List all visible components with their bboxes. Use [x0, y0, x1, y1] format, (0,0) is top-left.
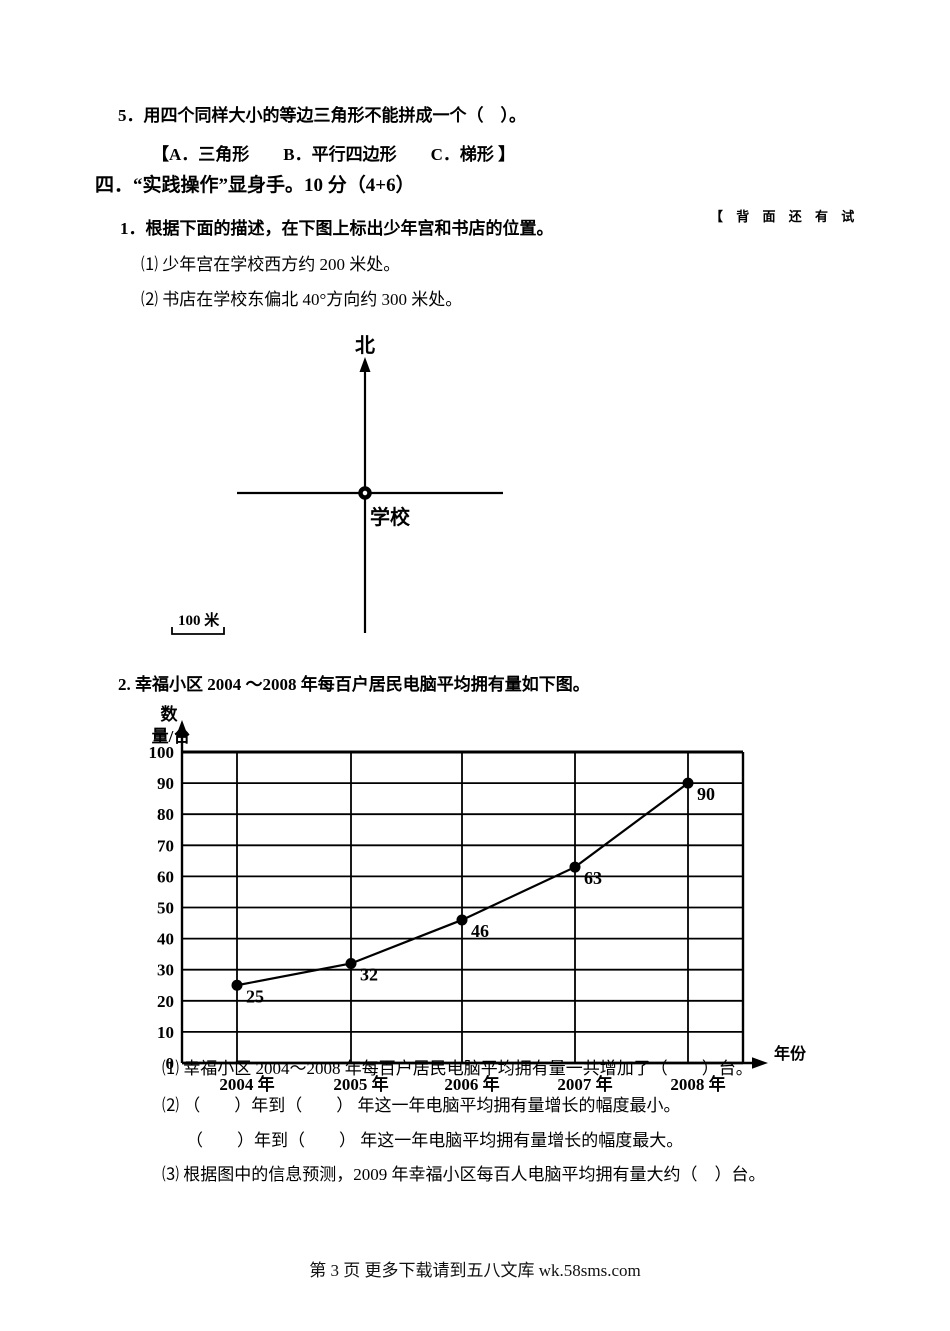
question-2-sub2b: （ ）年到（ ） 年这一年电脑平均拥有量增长的幅度最大。 [186, 1131, 684, 1150]
x-axis-arrow-icon [752, 1057, 768, 1069]
y-tick-label: 30 [157, 961, 174, 980]
x-axis-title: 年份 [774, 1044, 807, 1063]
question-2-sub1: ⑴ 幸福小区 2004～2008 年每百户居民电脑平均拥有量一共增加了（ ）台。 [162, 1059, 753, 1078]
y-axis-title-line2: 量/台 [152, 726, 191, 746]
y-tick-label: 50 [157, 899, 174, 918]
y-tick-label: 0 [166, 1054, 175, 1073]
question-2-text: 2. 幸福小区 2004 ～2008 年每百户居民电脑平均拥有量如下图。 [118, 675, 590, 694]
chart-series: 25 32 46 63 90 [231, 777, 715, 1006]
data-point [456, 914, 468, 926]
question-2-sub2: ⑵ （ ）年到（ ） 年这一年电脑平均拥有量增长的幅度最小。 [162, 1096, 681, 1115]
x-tick-label: 2006 年 [444, 1074, 499, 1094]
question-1-sub2: ⑵ 书店在学校东偏北 40°方向约 300 米处。 [141, 290, 463, 309]
scale-bar [171, 627, 225, 635]
y-tick-label: 60 [157, 867, 174, 886]
y-tick-label: 20 [157, 992, 174, 1011]
x-tick-label: 2004 年 [219, 1074, 274, 1094]
data-point-label: 63 [584, 868, 602, 888]
data-point [345, 957, 357, 969]
data-point-label: 90 [697, 784, 715, 804]
y-tick-label: 40 [157, 930, 174, 949]
y-axis-arrow-icon [176, 720, 188, 736]
section-4-heading: 四．“实践操作”显身手。10 分（4+6） [95, 175, 415, 196]
x-tick-label: 2007 年 [557, 1074, 612, 1094]
question-5-options: 【A．三角形 B．平行四边形 C．梯形 】 [152, 145, 516, 164]
scale-label: 100 米 [178, 611, 220, 629]
y-axis-title-line1: 数 [161, 704, 179, 724]
y-tick-label: 80 [157, 805, 174, 824]
school-label: 学校 [370, 505, 411, 529]
x-tick-label: 2005 年 [333, 1074, 388, 1094]
line-chart: 0 10 20 30 40 50 60 70 80 90 100 2004 年 2005 年 2006 年… [149, 704, 808, 1094]
data-point-label: 25 [246, 986, 264, 1006]
backside-note: 【 背 面 还 有 试 [710, 209, 860, 224]
data-point [569, 861, 581, 873]
direction-diagram: 北 学校 100 米 [171, 334, 503, 635]
x-tick-label: 2008 年 [670, 1074, 725, 1094]
north-arrow-icon [359, 357, 371, 372]
data-point-label: 32 [360, 964, 378, 984]
data-point [231, 979, 243, 991]
data-point-label: 46 [471, 921, 489, 941]
chart-grid: 0 10 20 30 40 50 60 70 80 90 100 2004 年 2005 年 2006 年… [149, 743, 745, 1094]
y-tick-label: 10 [157, 1023, 174, 1042]
data-point [682, 777, 694, 789]
question-5-text: 5．用四个同样大小的等边三角形不能拼成一个（ ）。 [118, 106, 526, 125]
y-tick-label: 90 [157, 774, 174, 793]
school-marker [358, 486, 372, 500]
north-label: 北 [355, 334, 375, 357]
page-footer: 第 3 页 更多下载请到五八文库 wk.58sms.com [309, 1261, 641, 1280]
y-tick-label: 70 [157, 836, 174, 855]
question-1-sub1: ⑴ 少年宫在学校西方约 200 米处。 [141, 255, 401, 274]
y-tick-label: 100 [149, 743, 175, 762]
chart-axes: 数 量/台 年份 [152, 704, 807, 1069]
question-2-sub3: ⑶ 根据图中的信息预测，2009 年幸福小区每百人电脑平均拥有量大约（ ）台。 [162, 1165, 766, 1184]
question-1-text: 1．根据下面的描述，在下图上标出少年宫和书店的位置。 [120, 219, 554, 238]
